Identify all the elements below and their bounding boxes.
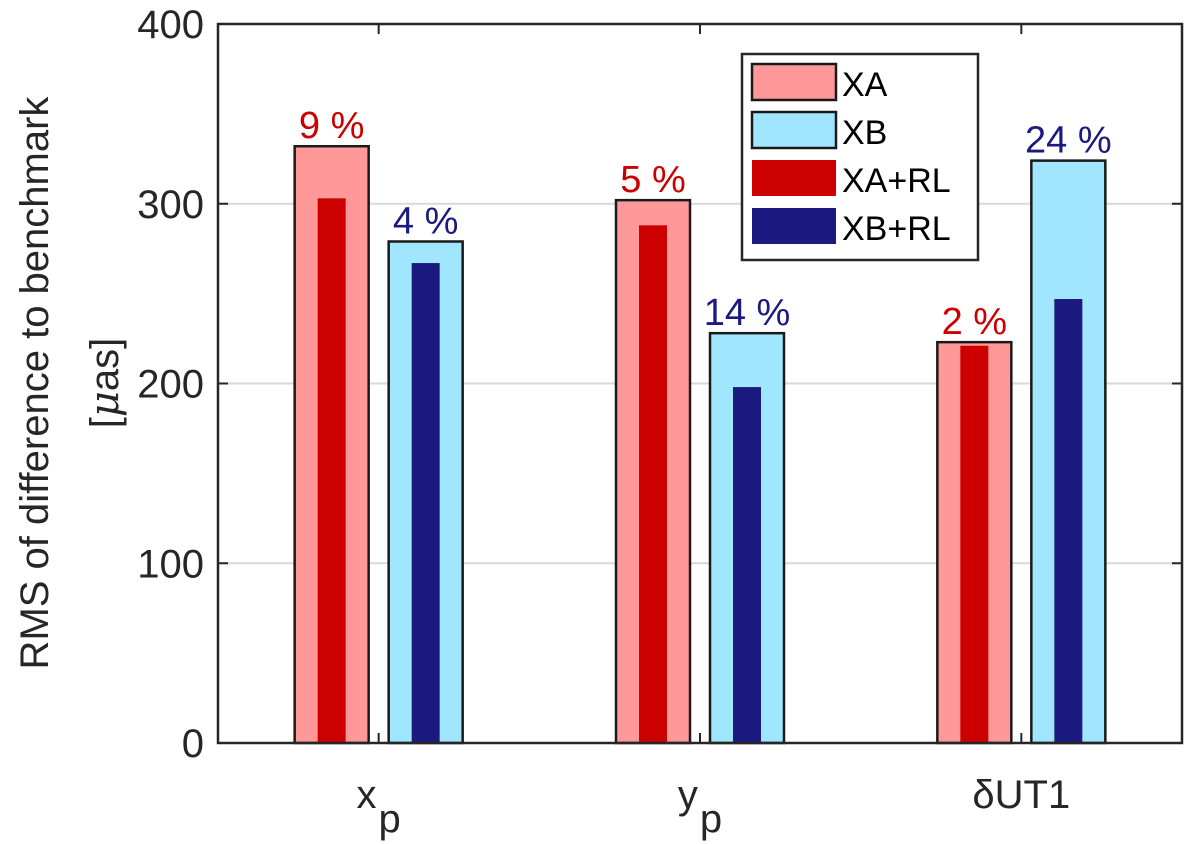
bar-xb-rl — [733, 387, 761, 743]
bars — [293, 144, 1107, 745]
legend-label: XB — [842, 114, 887, 152]
legend-label: XA+RL — [842, 162, 951, 200]
legend-swatch-xb — [750, 110, 838, 150]
percent-label: 2 % — [942, 301, 1007, 343]
x-tick-label-base: x — [357, 773, 377, 817]
percent-label: 4 % — [393, 200, 458, 242]
percent-label: 24 % — [1025, 120, 1112, 162]
y-tick-label: 0 — [182, 722, 204, 766]
x-tick-label-subscript: p — [700, 797, 722, 841]
x-tick-label-subscript: p — [379, 797, 401, 841]
legend-swatch-xa-rl — [752, 160, 836, 196]
x-tick-label: xp — [357, 773, 401, 841]
grid-lines — [218, 202, 1182, 565]
legend-label: XA — [842, 66, 888, 104]
y-axis-label-line2: [μas] — [82, 338, 128, 428]
y-axis-label-mu: μ — [82, 391, 128, 417]
y-tick-label: 300 — [137, 183, 204, 227]
bar-xa-rl — [317, 198, 346, 744]
y-tick-label: 400 — [137, 3, 204, 47]
percent-label: 14 % — [704, 292, 791, 334]
y-axis-label: RMS of difference to benchmark [μas] — [13, 96, 128, 670]
bar-xa-rl — [960, 345, 989, 743]
y-axis-label-bracket-open: [ — [83, 417, 127, 428]
y-axis-label-unit: as] — [83, 338, 127, 391]
legend-label: XB+RL — [842, 210, 951, 248]
y-tick-label: 100 — [137, 542, 204, 586]
legend-items: XA XB XA+RL XB+RL — [750, 62, 951, 248]
y-tick-label: 200 — [137, 363, 204, 407]
percent-label: 9 % — [299, 105, 364, 147]
x-tick-label-base: δUT1 — [972, 773, 1070, 817]
y-axis-label-line1: RMS of difference to benchmark — [13, 96, 57, 670]
bar-xb-rl — [411, 263, 440, 743]
percent-label: 5 % — [620, 159, 685, 201]
x-tick-label-base: y — [678, 773, 698, 817]
x-tick-label: δUT1 — [972, 773, 1070, 817]
percent-labels: 9 % 4 % 5 % 14 % 2 % 24 % — [299, 105, 1112, 343]
legend: XA XB XA+RL XB+RL — [740, 52, 980, 262]
legend-swatch-xa — [750, 62, 838, 102]
x-tick-label: yp — [678, 773, 722, 841]
bar-xa-rl — [639, 225, 667, 743]
bar-xb-rl — [1054, 299, 1083, 743]
legend-swatch-xb-rl — [752, 208, 836, 244]
